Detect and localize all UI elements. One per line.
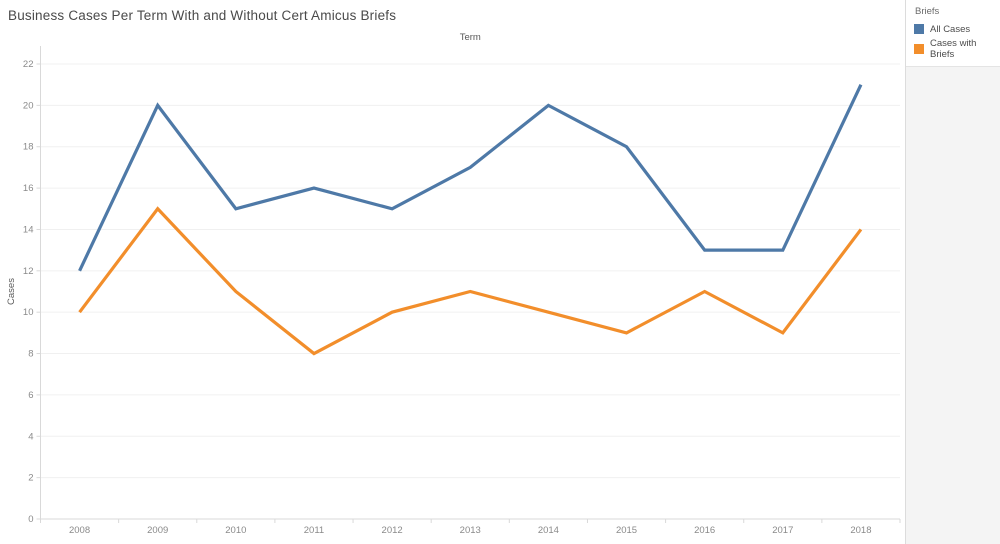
x-tick-label: 2012 (382, 525, 403, 536)
legend-item-label: All Cases (930, 23, 971, 35)
x-tick-label: 2009 (147, 525, 168, 536)
y-tick-label: 8 (28, 349, 33, 360)
x-tick-label: 2015 (616, 525, 637, 536)
x-tick-label: 2011 (304, 525, 324, 536)
x-tick-label: 2016 (694, 525, 715, 536)
legend-item-all-cases[interactable]: All Cases (906, 22, 1000, 36)
legend-item-label: Cases with Briefs (930, 37, 977, 60)
y-tick-label: 20 (23, 100, 34, 111)
legend-swatch-all-cases (914, 24, 924, 34)
x-tick-label: 2013 (460, 525, 481, 536)
y-tick-label: 0 (28, 514, 33, 525)
y-tick-label: 16 (23, 183, 34, 194)
x-tick-label: 2010 (225, 525, 246, 536)
y-tick-label: 12 (23, 266, 34, 277)
y-tick-label: 14 (23, 224, 34, 235)
series-line-cases-with-briefs[interactable] (78, 206, 863, 356)
y-tick-label: 6 (28, 390, 33, 401)
x-tick-label: 2014 (538, 525, 559, 536)
x-tick-label: 2017 (772, 525, 793, 536)
y-tick-label: 18 (23, 142, 34, 153)
legend-title: Briefs (915, 6, 940, 17)
y-tick-label: 22 (23, 59, 34, 70)
chart-svg: 0 2 4 6 8 10 12 14 16 18 20 22 2008 2009 2010 2011 2012 2… (6, 32, 901, 536)
chart-title: Business Cases Per Term With and Without… (8, 8, 397, 23)
legend-swatch-cases-with-briefs (914, 43, 924, 54)
legend-panel: Briefs All Cases Cases with Briefs (905, 0, 1000, 544)
y-axis-title: Cases (6, 278, 17, 305)
x-tick-label: 2018 (850, 525, 871, 536)
series-line-all-cases[interactable] (78, 83, 863, 272)
y-tick-label: 2 (28, 473, 33, 484)
y-tick-label: 4 (28, 431, 33, 442)
legend-item-cases-with-briefs[interactable]: Cases with Briefs (906, 36, 1000, 61)
x-axis-title: Term (460, 32, 481, 43)
y-tick-label: 10 (23, 307, 34, 318)
legend-card: Briefs All Cases Cases with Briefs (906, 0, 1000, 67)
x-tick-label: 2008 (69, 525, 90, 536)
